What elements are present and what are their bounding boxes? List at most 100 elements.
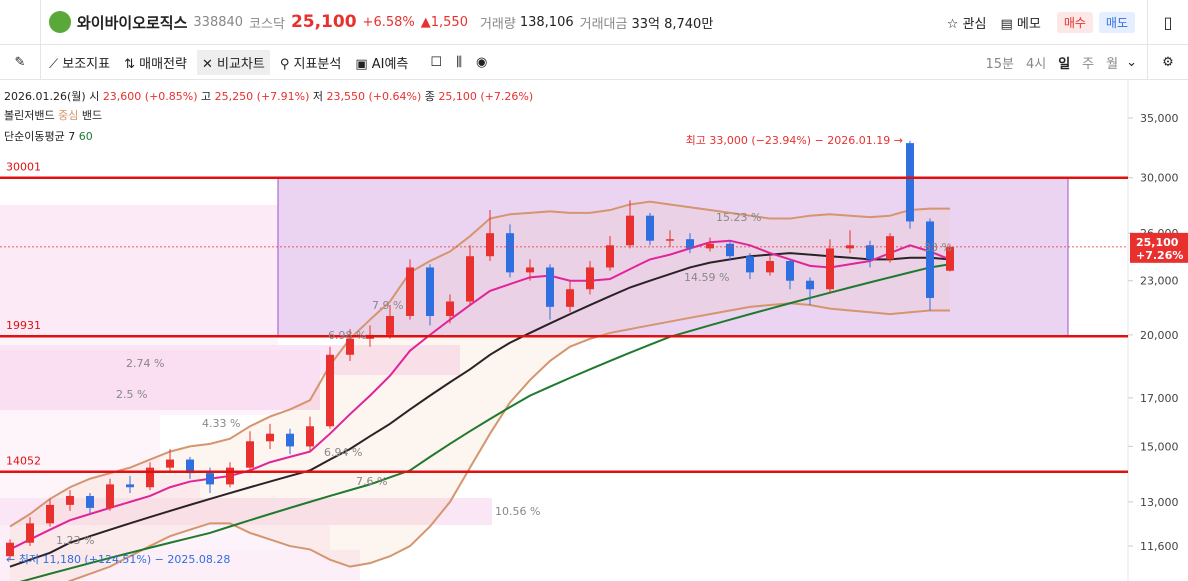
profile-label: 6.94 % bbox=[324, 446, 362, 459]
y-tick-label: 13,000 bbox=[1140, 496, 1179, 509]
ma-line bbox=[9, 252, 951, 568]
candle-body bbox=[346, 338, 354, 355]
candle-body bbox=[26, 523, 34, 543]
candle-body bbox=[506, 233, 514, 273]
period[interactable]: 일 bbox=[1058, 56, 1071, 72]
candle-body bbox=[106, 484, 114, 508]
toolbar: ✎ ⟋ 보조지표 ⇅ 매매전략 ✕ 비교차트 ⚲ 지표분석 ▣ AI예측 ☐ ⫼… bbox=[0, 45, 1188, 80]
candle-body bbox=[206, 473, 214, 485]
ma-label: 단순이동평균 bbox=[4, 130, 65, 143]
period[interactable]: 15분 bbox=[985, 56, 1014, 72]
period[interactable]: 월 bbox=[1106, 56, 1119, 72]
tool-label: 보조지표 bbox=[62, 56, 111, 72]
candle-body bbox=[666, 239, 674, 241]
ma-line bbox=[9, 239, 951, 551]
candle-body bbox=[466, 256, 474, 302]
candle-body bbox=[626, 215, 634, 246]
draw-icon[interactable]: ✎ bbox=[14, 54, 26, 70]
candle-body bbox=[826, 248, 834, 290]
stock-name: 와이바이오로직스 bbox=[77, 13, 188, 32]
tool[interactable]: ⫼ bbox=[456, 54, 463, 70]
candle-body bbox=[946, 246, 954, 271]
change: ▲1,550 bbox=[420, 14, 468, 30]
y-tick-label: 35,000 bbox=[1140, 112, 1179, 125]
candle-body bbox=[866, 245, 874, 260]
panel-icon[interactable]: ▯ bbox=[1163, 12, 1173, 32]
tool[interactable]: ⇅ 매매전략 bbox=[124, 56, 187, 72]
change-pct: +6.58% bbox=[362, 14, 415, 30]
candle-body bbox=[126, 484, 134, 488]
memo-label: 메모 bbox=[1016, 16, 1041, 32]
settings-icon[interactable]: ⚙ bbox=[1162, 54, 1174, 70]
tool[interactable]: ⚲ 지표분석 bbox=[279, 56, 342, 72]
candle-body bbox=[86, 495, 94, 508]
stock-code: 338840 bbox=[193, 14, 244, 30]
tool-label: 비교차트 bbox=[216, 56, 265, 72]
candle-body bbox=[146, 467, 154, 488]
info-label: 종 bbox=[425, 90, 435, 103]
profile-label: 33 % bbox=[924, 241, 952, 254]
candle-body bbox=[486, 233, 494, 257]
volume-label: 거래량 bbox=[479, 16, 516, 32]
candle-body bbox=[846, 245, 854, 249]
sell-button[interactable]: 매도 bbox=[1098, 11, 1135, 33]
profile-label: 10.56 % bbox=[495, 505, 540, 518]
candle-body bbox=[406, 267, 414, 316]
candle-body bbox=[606, 245, 614, 268]
y-tick-label: 11,600 bbox=[1140, 540, 1179, 553]
tool[interactable]: ▣ AI예측 bbox=[355, 56, 409, 72]
candle-body bbox=[186, 459, 194, 474]
high-annotation: 최고 33,000 (−23.94%) − 2026.01.19 → bbox=[686, 134, 903, 147]
profile-label: 4.33 % bbox=[202, 417, 240, 430]
level-label: 30001 bbox=[6, 161, 41, 174]
info-value: 23,600 (+0.85%) bbox=[103, 90, 198, 103]
bb-label: 볼린저밴드 bbox=[4, 109, 55, 122]
profile-label: 1.23 % bbox=[56, 534, 94, 547]
period[interactable]: 4시 bbox=[1025, 56, 1047, 72]
period[interactable]: 주 bbox=[1082, 56, 1095, 72]
tool[interactable]: ✕ 비교차트 bbox=[196, 49, 270, 75]
low-annotation: ← 최저 11,180 (+124.51%) − 2025.08.28 bbox=[6, 553, 230, 566]
profile-label: 15.23 % bbox=[716, 211, 761, 224]
candle-body bbox=[686, 239, 694, 249]
profile-label: 7.6 % bbox=[356, 475, 387, 488]
header: 와이바이오로직스 338840 코스닥 25,100 +6.58% ▲1,550… bbox=[0, 0, 1188, 45]
tool-label: AI예측 bbox=[371, 56, 409, 72]
tool-label: 매매전략 bbox=[139, 56, 187, 72]
period-dropdown[interactable]: ⌄ bbox=[1126, 54, 1137, 70]
y-tick-label: 30,000 bbox=[1140, 172, 1179, 185]
price: 25,100 bbox=[290, 12, 357, 32]
legend-entry: 7 bbox=[68, 130, 75, 143]
profile-label: 7.9 % bbox=[372, 299, 403, 312]
buy-button[interactable]: 매수 bbox=[1056, 11, 1093, 33]
market: 코스닥 bbox=[249, 16, 285, 32]
y-tick-label: 20,000 bbox=[1140, 329, 1179, 342]
price-tag-value: 25,100 bbox=[1136, 236, 1179, 249]
tool[interactable]: ⟋ 보조지표 bbox=[49, 56, 111, 72]
watch-button[interactable]: ☆ 관심 bbox=[946, 16, 987, 32]
tool[interactable]: ◉ bbox=[476, 54, 488, 70]
candle-body bbox=[66, 495, 74, 505]
candle-body bbox=[46, 504, 54, 524]
profile-label: 14.59 % bbox=[684, 271, 729, 284]
tool[interactable]: ☐ bbox=[430, 54, 443, 70]
memo-button[interactable]: ▤ 메모 bbox=[1000, 16, 1041, 32]
candle-body bbox=[306, 426, 314, 447]
ma-legend: 단순이동평균 7 60 bbox=[4, 130, 93, 143]
candle-body bbox=[6, 542, 14, 557]
candle-body bbox=[926, 221, 934, 298]
candle-body bbox=[526, 267, 534, 273]
y-tick-label: 17,000 bbox=[1140, 392, 1179, 405]
candle-body bbox=[546, 267, 554, 307]
band-lower bbox=[67, 302, 950, 581]
band-fill bbox=[10, 201, 950, 581]
bb-legend: 볼린저밴드 중심 밴드 bbox=[4, 109, 102, 122]
candle-body bbox=[386, 315, 394, 335]
profile-label: 2.5 % bbox=[116, 388, 147, 401]
legend-entry: 60 bbox=[79, 130, 93, 143]
candle-body bbox=[746, 256, 754, 273]
volume: 138,106 bbox=[519, 14, 574, 30]
logo bbox=[49, 11, 71, 33]
candle-body bbox=[426, 267, 434, 316]
candle-body bbox=[726, 243, 734, 257]
